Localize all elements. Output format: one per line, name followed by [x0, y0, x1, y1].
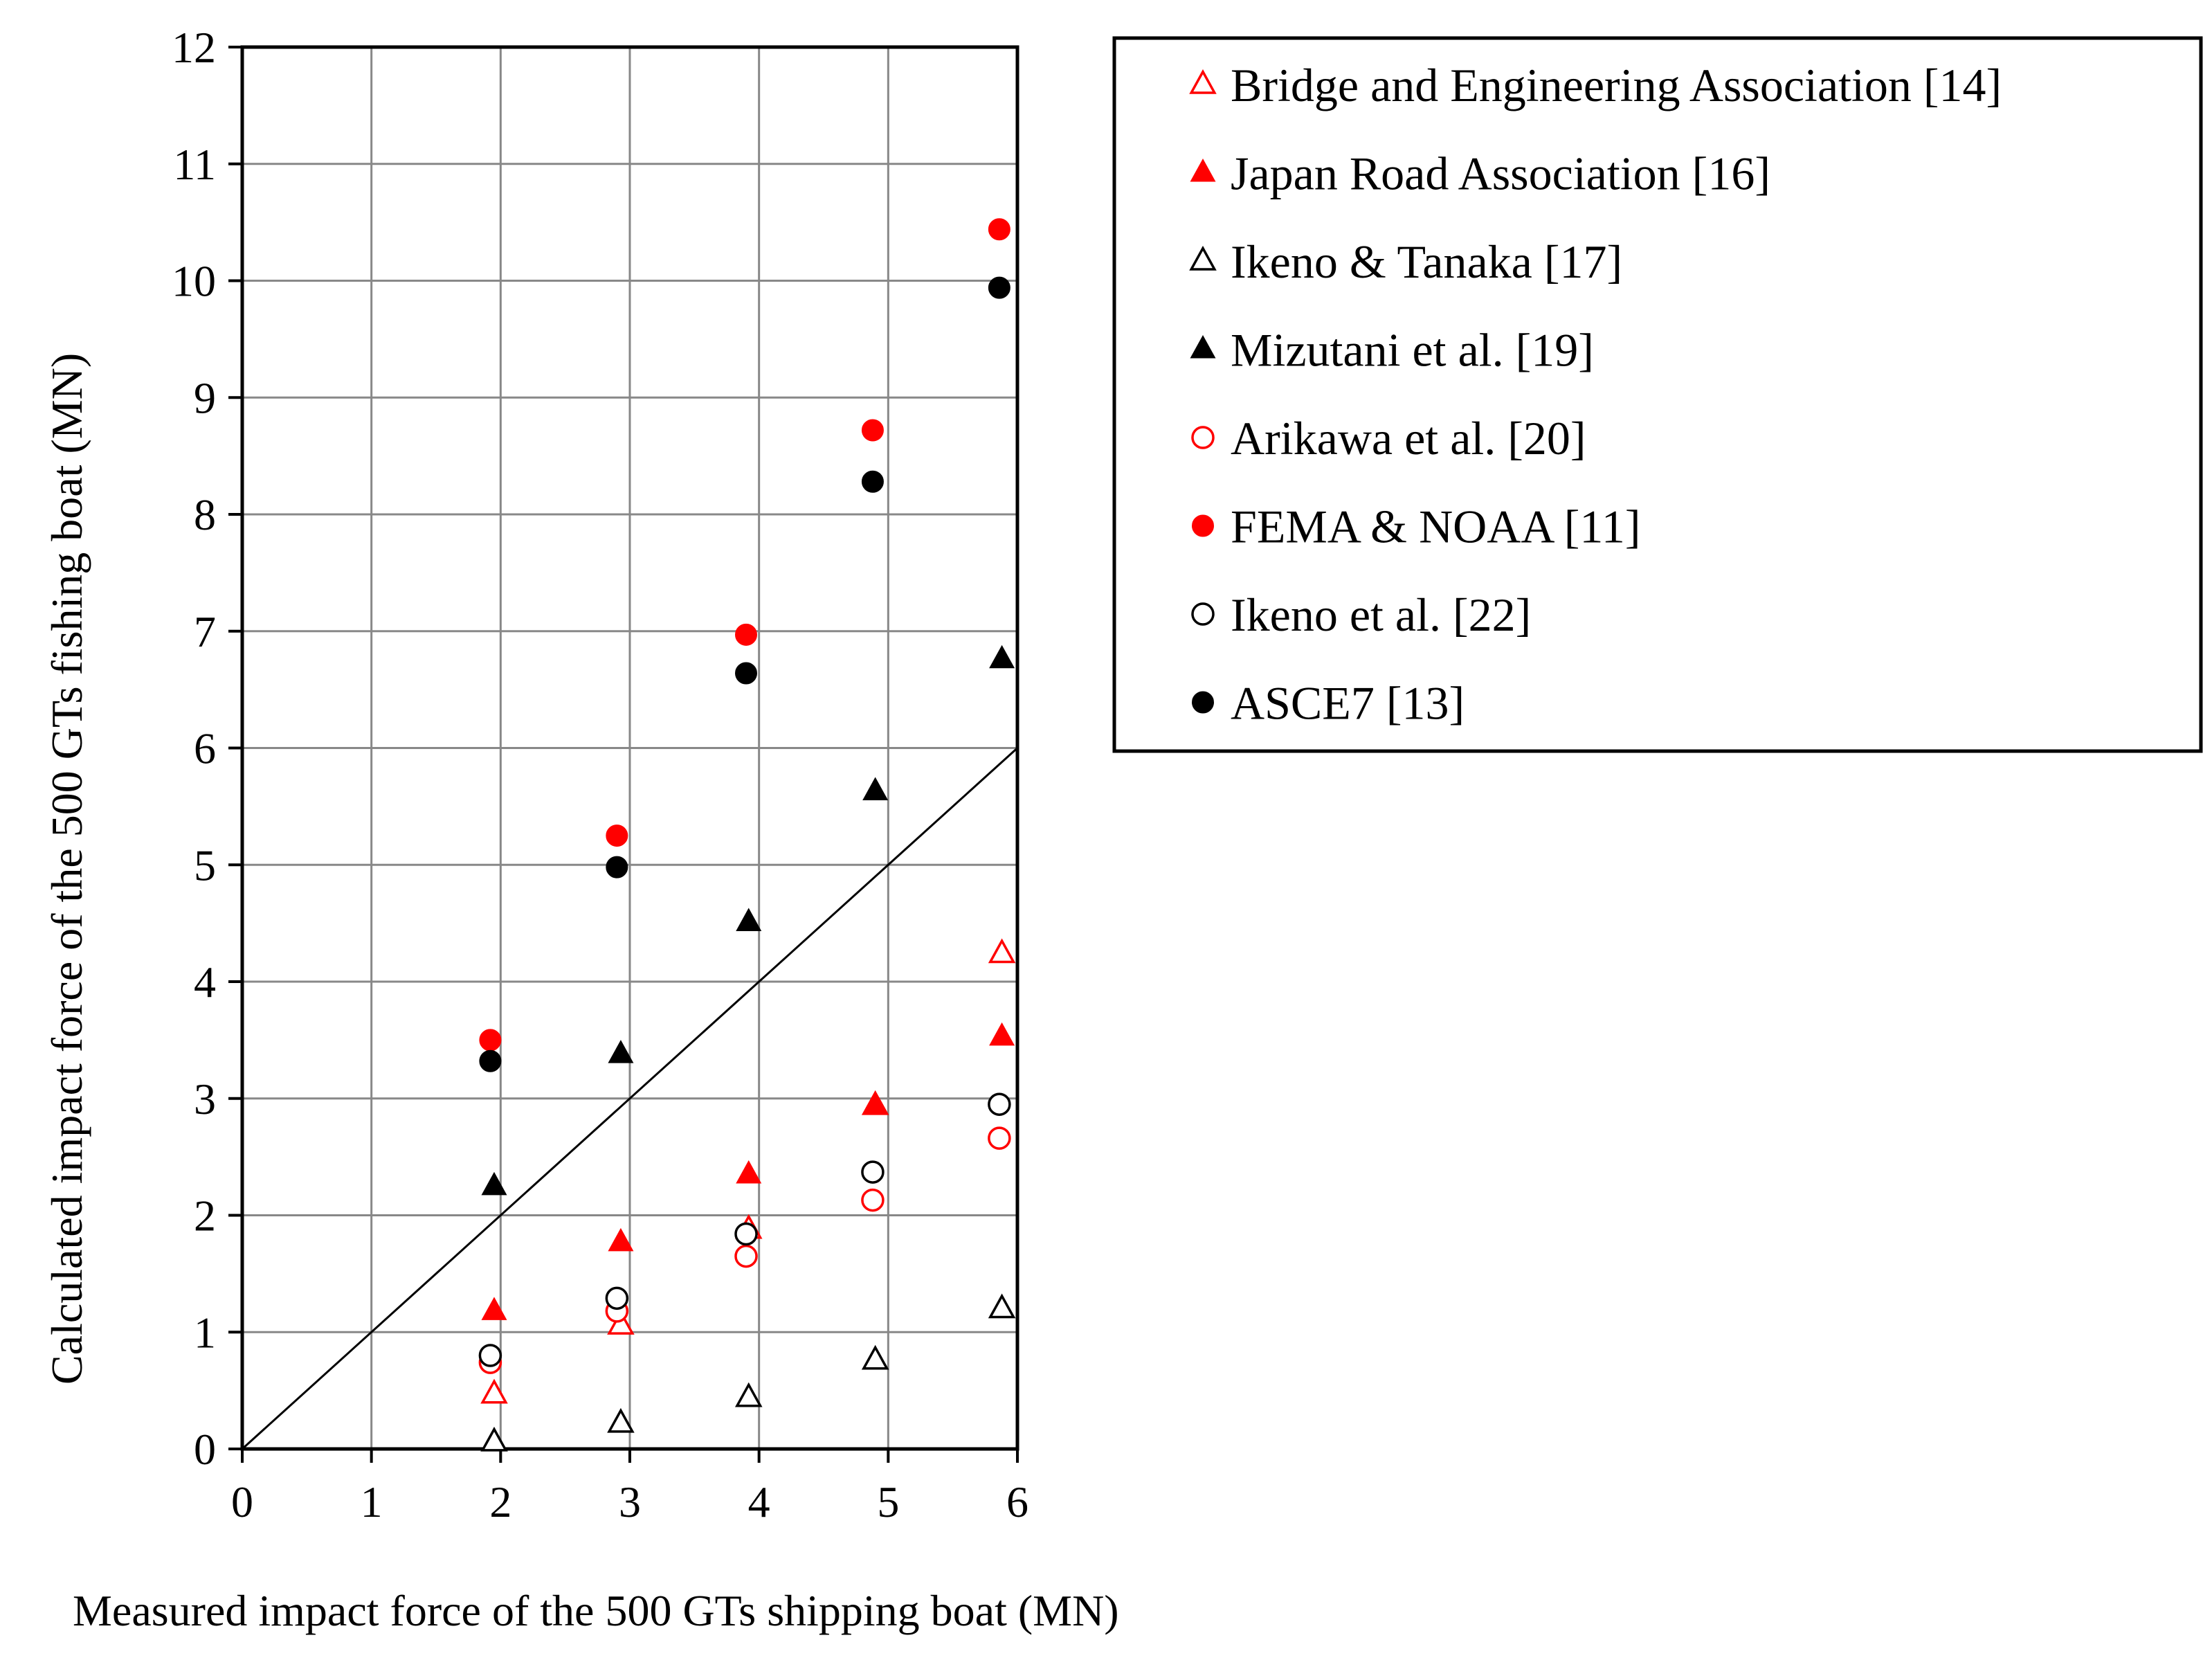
data-point-series-4-3 [736, 908, 762, 931]
series-8 [479, 276, 1010, 1072]
data-point-series-2-1 [481, 1297, 507, 1320]
data-point-series-8-5 [988, 276, 1010, 299]
y-tick-label-1: 1 [194, 1308, 216, 1357]
y-tick-label-11: 11 [173, 140, 216, 189]
data-point-series-5-4 [861, 1188, 885, 1212]
x-axis-ticks: 0 1 2 3 4 5 6 [231, 1449, 1028, 1526]
legend-marker-7 [1191, 602, 1215, 626]
data-point-series-3-2 [607, 1407, 635, 1433]
legend-marker-8 [1192, 691, 1214, 714]
data-point-series-4-4 [862, 777, 889, 800]
legend-label-3: Ikeno & Tanaka [17] [1231, 235, 1622, 288]
y-tick-label-7: 7 [194, 607, 216, 656]
data-point-series-4-1 [481, 1171, 507, 1196]
y-tick-label-5: 5 [194, 840, 216, 890]
legend-label-8: ASCE7 [13] [1231, 677, 1465, 730]
data-point-series-5-3 [734, 1244, 758, 1268]
data-point-series-6-2 [606, 825, 628, 847]
data-point-series-8-1 [479, 1049, 502, 1072]
data-point-series-3-1 [480, 1426, 508, 1452]
series-7 [478, 1092, 1011, 1367]
data-point-series-4-5 [989, 645, 1015, 669]
legend-marker-6 [1192, 514, 1214, 537]
y-tick-label-6: 6 [194, 724, 216, 773]
legend-label-7: Ikeno et al. [22] [1231, 588, 1531, 641]
legend-label-1: Bridge and Engineering Association [14] [1231, 59, 2002, 111]
legend-marker-2 [1190, 159, 1216, 182]
legend-label-4: Mizutani et al. [19] [1231, 324, 1594, 377]
x-tick-label-1: 1 [361, 1477, 383, 1526]
legend: Bridge and Engineering Association [14] J… [1112, 36, 2203, 753]
x-tick-label-5: 5 [877, 1477, 899, 1526]
grid-lines [242, 47, 1017, 1449]
series-6 [479, 218, 1010, 1052]
data-point-series-3-3 [734, 1382, 763, 1407]
y-tick-label-10: 10 [172, 257, 216, 306]
series-4 [481, 645, 1015, 1196]
series-5 [478, 1126, 1011, 1374]
data-point-series-6-3 [735, 623, 757, 646]
data-points [478, 218, 1016, 1452]
x-tick-label-2: 2 [489, 1477, 511, 1526]
x-tick-label-0: 0 [231, 1477, 253, 1526]
data-point-series-7-2 [605, 1286, 629, 1310]
data-point-series-7-3 [734, 1222, 758, 1246]
data-point-series-5-5 [988, 1126, 1011, 1150]
legend-label-5: Arikawa et al. [20] [1231, 412, 1586, 465]
data-point-series-3-5 [988, 1293, 1016, 1319]
data-point-series-1-5 [988, 938, 1016, 964]
y-tick-label-9: 9 [194, 373, 216, 422]
data-point-series-4-2 [608, 1040, 634, 1063]
data-point-series-7-4 [861, 1160, 885, 1184]
data-point-series-3-4 [861, 1344, 889, 1370]
legend-marker-4 [1190, 335, 1216, 359]
data-point-series-8-2 [606, 856, 628, 878]
data-point-series-6-4 [861, 419, 884, 442]
x-tick-label-4: 4 [748, 1477, 770, 1526]
x-axis-label: Measured impact force of the 500 GTs shi… [73, 1586, 1119, 1635]
data-point-series-8-4 [861, 470, 884, 493]
data-point-series-2-5 [989, 1022, 1015, 1046]
y-tick-label-8: 8 [194, 490, 216, 539]
data-point-series-8-3 [735, 662, 757, 685]
data-point-series-1-1 [480, 1378, 508, 1404]
data-point-series-6-1 [479, 1029, 502, 1052]
y-tick-label-0: 0 [194, 1425, 216, 1474]
x-tick-label-6: 6 [1006, 1477, 1028, 1526]
legend-marker-5 [1191, 426, 1215, 449]
data-point-series-2-4 [862, 1091, 889, 1115]
data-point-series-1-2 [607, 1310, 635, 1335]
data-point-series-7-5 [988, 1092, 1011, 1116]
series-3 [480, 1293, 1016, 1452]
y-tick-label-3: 3 [194, 1074, 216, 1124]
data-point-series-6-5 [988, 218, 1010, 241]
y-tick-label-2: 2 [194, 1191, 216, 1241]
reference-line-y-equals-x [241, 747, 1019, 1450]
y-tick-label-12: 12 [172, 23, 216, 72]
series-2 [481, 1022, 1015, 1320]
data-point-series-7-1 [478, 1344, 502, 1367]
data-point-series-2-3 [736, 1160, 762, 1184]
y-axis-label: Calculated impact force of the 500 GTs f… [42, 353, 91, 1385]
legend-marker-3 [1189, 245, 1217, 271]
y-tick-label-4: 4 [194, 957, 216, 1007]
legend-frame [1112, 36, 2203, 753]
x-tick-label-3: 3 [619, 1477, 641, 1526]
legend-label-2: Japan Road Association [16] [1231, 147, 1770, 200]
legend-label-6: FEMA & NOAA [11] [1231, 501, 1641, 553]
legend-marker-1 [1189, 69, 1217, 94]
data-point-series-2-2 [608, 1227, 634, 1252]
